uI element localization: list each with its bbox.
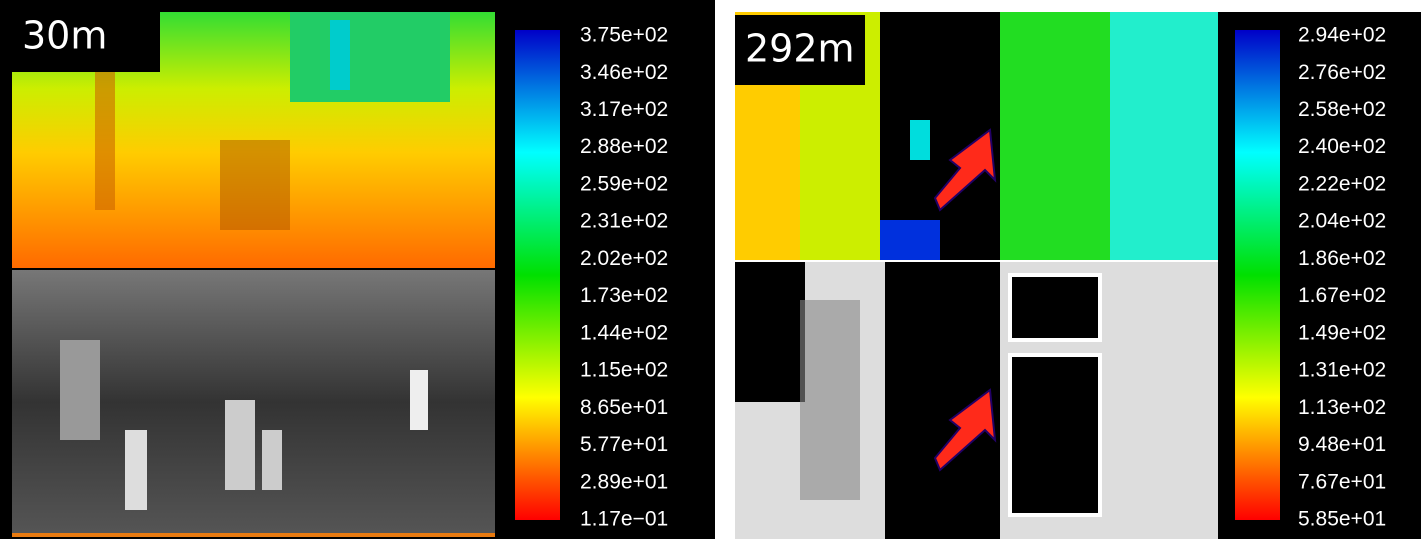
colorbar-tick-label: 1.17e−01 <box>580 508 668 531</box>
colorbar-tick-label: 2.88e+02 <box>580 135 668 158</box>
colorbar-tick-label: 3.17e+02 <box>580 98 668 121</box>
panel-label: 30m <box>22 14 107 58</box>
colorbar-tick-label: 1.15e+02 <box>580 359 668 382</box>
depth-region <box>880 220 940 260</box>
figure: 30m 292m 3.75e+02 3.46e+02 3.17e+02 2.88e+0… <box>0 0 1421 539</box>
depth-region <box>290 12 450 102</box>
colorbar-tick-label: 2.94e+02 <box>1298 24 1386 47</box>
colorbar-tick-label: 1.67e+02 <box>1298 284 1386 307</box>
colorbar-tick-label: 1.44e+02 <box>580 321 668 344</box>
intensity-region <box>225 400 255 490</box>
colorbar-tick-label: 3.75e+02 <box>580 24 668 47</box>
border <box>12 533 495 537</box>
colorbar-tick-label: 9.48e+01 <box>1298 433 1386 456</box>
colorbar-tick-label: 1.73e+02 <box>580 284 668 307</box>
depth-region <box>1110 12 1218 260</box>
panel-2: 292m <box>735 12 1421 539</box>
depth-region <box>330 20 350 90</box>
intensity-region <box>410 370 428 430</box>
colorbar-tick-label: 2.04e+02 <box>1298 210 1386 233</box>
colorbar-tick-label: 5.85e+01 <box>1298 508 1386 531</box>
colorbar-tick-label: 2.59e+02 <box>580 172 668 195</box>
colorbar-tick-label: 2.76e+02 <box>1298 61 1386 84</box>
colorbar-tick-label: 5.77e+01 <box>580 433 668 456</box>
intensity-region <box>735 262 805 402</box>
intensity-region <box>262 430 282 490</box>
intensity-region <box>125 430 147 510</box>
intensity-region <box>800 300 860 500</box>
colorbar-tick-label: 2.22e+02 <box>1298 172 1386 195</box>
colorbar-tick-label: 2.89e+01 <box>580 470 668 493</box>
colorbar-tick-label: 2.02e+02 <box>580 247 668 270</box>
colorbar <box>1235 30 1280 520</box>
depth-region <box>95 60 115 210</box>
colorbar-tick-label: 7.67e+01 <box>1298 470 1386 493</box>
depth-region <box>220 140 290 230</box>
intensity-region <box>1010 355 1100 515</box>
colorbar-tick-label: 2.40e+02 <box>1298 135 1386 158</box>
colorbar-tick-label: 3.46e+02 <box>580 61 668 84</box>
intensity-region <box>60 340 100 440</box>
colorbar-tick-label: 1.49e+02 <box>1298 321 1386 344</box>
colorbar-tick-label: 2.31e+02 <box>580 210 668 233</box>
colorbar-tick-label: 1.86e+02 <box>1298 247 1386 270</box>
colorbar-tick-label: 1.13e+02 <box>1298 396 1386 419</box>
depth-region <box>910 120 930 160</box>
colorbar-tick-label: 2.58e+02 <box>1298 98 1386 121</box>
colorbar <box>515 30 560 520</box>
colorbar-tick-label: 1.31e+02 <box>1298 359 1386 382</box>
intensity-region <box>1010 275 1100 340</box>
panel-label: 292m <box>745 27 855 71</box>
colorbar-tick-label: 8.65e+01 <box>580 396 668 419</box>
depth-region <box>1000 12 1110 260</box>
